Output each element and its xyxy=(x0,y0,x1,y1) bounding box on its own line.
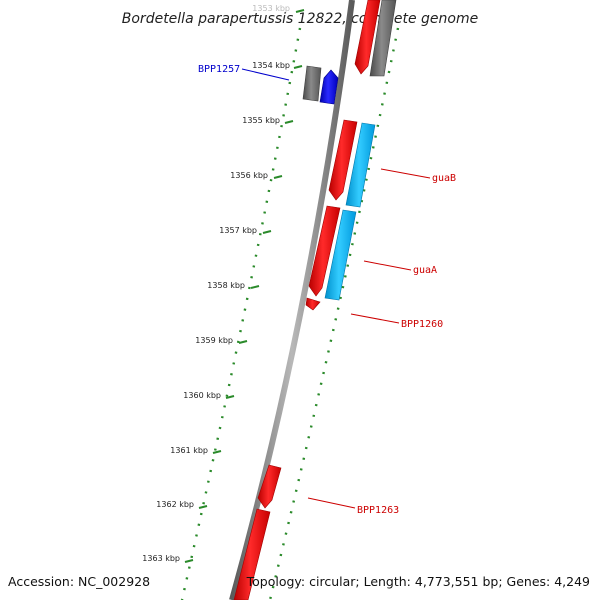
gene-BPP1257[interactable] xyxy=(319,69,339,105)
scale-tick: 1355 kbp xyxy=(242,116,294,125)
gene-guaB[interactable] xyxy=(345,122,376,208)
tick-label: 1363 kbp xyxy=(142,554,180,563)
gene-label-BPP1263[interactable]: BPP1263 xyxy=(357,505,399,516)
scale-tick: 1362 kbp xyxy=(156,500,208,509)
outer-scale-track xyxy=(180,27,302,600)
gene-feature-red[interactable] xyxy=(328,119,358,201)
gene-label-guaB[interactable]: guaB xyxy=(432,173,456,184)
gene-feature-red[interactable] xyxy=(354,0,381,75)
scale-tick: 1361 kbp xyxy=(170,446,222,455)
gene-label-guaA[interactable]: guaA xyxy=(413,265,437,276)
tick-label: 1355 kbp xyxy=(242,116,280,125)
tick-label: 1353 kbp xyxy=(252,4,290,13)
scale-ticks: 1353 kbp 1354 kbp 1355 kbp 1356 kbp 1357… xyxy=(142,4,305,563)
gene-BPP1260[interactable] xyxy=(305,297,321,311)
tick-label: 1361 kbp xyxy=(170,446,208,455)
scale-tick: 1353 kbp xyxy=(252,4,305,13)
tick-label: 1360 kbp xyxy=(183,391,221,400)
tick-label: 1356 kbp xyxy=(230,171,268,180)
accession-text: Accession: NC_002928 xyxy=(8,574,150,589)
gene-label-BPP1260[interactable]: BPP1260 xyxy=(401,319,443,330)
gene-feature-red[interactable] xyxy=(233,508,271,600)
tick-label: 1358 kbp xyxy=(207,281,245,290)
scale-tick: 1359 kbp xyxy=(195,336,248,345)
tick-label: 1359 kbp xyxy=(195,336,233,345)
inner-scale-track xyxy=(268,27,400,600)
tick-label: 1362 kbp xyxy=(156,500,194,509)
scale-tick: 1360 kbp xyxy=(183,391,235,400)
genome-backbone xyxy=(229,0,355,600)
scale-tick: 1354 kbp xyxy=(252,61,303,70)
gene-features xyxy=(233,0,397,600)
gene-guaA[interactable] xyxy=(324,209,357,301)
tick-label: 1354 kbp xyxy=(252,61,290,70)
gene-labels: BPP1257 guaB guaA BPP1260 BPP1263 xyxy=(198,64,456,516)
scale-tick: 1363 kbp xyxy=(142,554,194,563)
scale-tick: 1358 kbp xyxy=(207,281,260,290)
scale-tick: 1356 kbp xyxy=(230,171,283,180)
gene-feature-grey[interactable] xyxy=(302,65,322,102)
gene-feature-red[interactable] xyxy=(308,205,341,297)
map-title: Bordetella parapertussis 12822, complete… xyxy=(122,11,478,27)
scale-tracks xyxy=(180,27,400,600)
tick-label: 1357 kbp xyxy=(219,226,257,235)
topology-text: Topology: circular; Length: 4,773,551 bp… xyxy=(246,574,590,589)
gene-feature-grey[interactable] xyxy=(369,0,397,77)
gene-BPP1263[interactable] xyxy=(257,464,282,509)
gene-label-BPP1257[interactable]: BPP1257 xyxy=(198,64,240,75)
scale-tick: 1357 kbp xyxy=(219,226,272,235)
